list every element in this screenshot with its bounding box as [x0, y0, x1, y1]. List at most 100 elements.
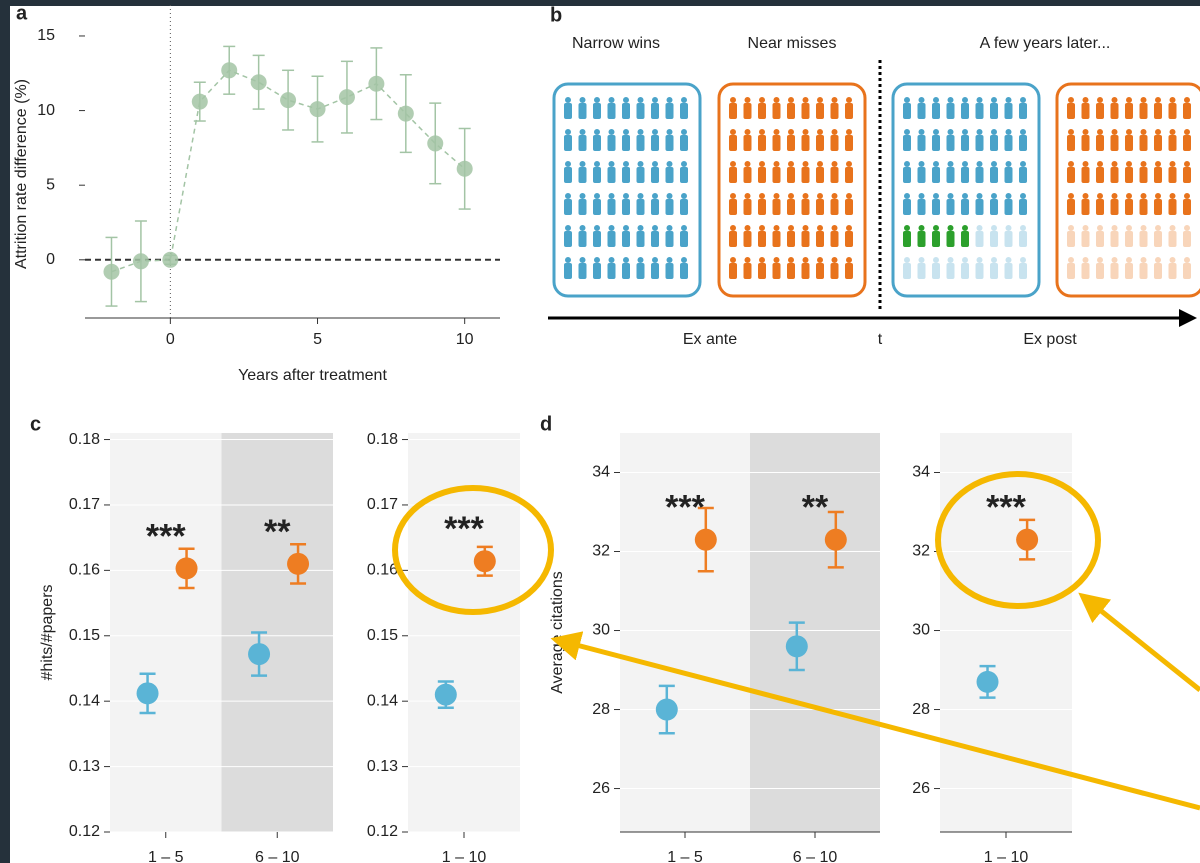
person-head: [745, 225, 751, 231]
person-head: [580, 193, 586, 199]
person-body: [579, 199, 587, 215]
person-head: [933, 161, 939, 167]
significance: ***: [665, 489, 705, 527]
person-body: [990, 199, 998, 215]
person-body: [651, 167, 659, 183]
person-head: [745, 193, 751, 199]
person-head: [977, 97, 983, 103]
person-body: [1154, 167, 1162, 183]
person-body: [1169, 263, 1177, 279]
person-body: [1082, 231, 1090, 247]
person-body: [816, 263, 824, 279]
person-head: [1184, 161, 1190, 167]
person-body: [608, 135, 616, 151]
person-head: [638, 129, 644, 135]
person-body: [903, 135, 911, 151]
person-body: [1005, 167, 1013, 183]
point: [695, 529, 717, 551]
person-body: [637, 167, 645, 183]
person-head: [977, 225, 983, 231]
person-body: [1125, 199, 1133, 215]
person-head: [594, 129, 600, 135]
person-head: [623, 161, 629, 167]
person-head: [681, 257, 687, 263]
person-body: [845, 199, 853, 215]
person-body: [976, 135, 984, 151]
person-body: [1019, 231, 1027, 247]
person-body: [1005, 231, 1013, 247]
person-head: [948, 161, 954, 167]
person-head: [933, 257, 939, 263]
person-head: [638, 257, 644, 263]
person-body: [947, 231, 955, 247]
person-head: [904, 161, 910, 167]
person-body: [1140, 135, 1148, 151]
point: [1016, 529, 1038, 551]
person-head: [1126, 257, 1132, 263]
person-body: [1125, 167, 1133, 183]
panel-label: a: [16, 2, 28, 24]
person-head: [565, 257, 571, 263]
person-body: [961, 199, 969, 215]
person-body: [1125, 135, 1133, 151]
person-head: [1141, 257, 1147, 263]
person-head: [652, 129, 658, 135]
axis-text: t: [878, 331, 883, 348]
person-body: [947, 167, 955, 183]
person-head: [788, 193, 794, 199]
person-head: [803, 161, 809, 167]
person-head: [1184, 129, 1190, 135]
person-head: [1170, 161, 1176, 167]
person-head: [832, 193, 838, 199]
person-head: [846, 257, 852, 263]
person-head: [759, 193, 765, 199]
group-title: Narrow wins: [572, 35, 660, 52]
person-body: [787, 103, 795, 119]
person-body: [1125, 231, 1133, 247]
person-head: [667, 193, 673, 199]
person-head: [609, 257, 615, 263]
person-body: [1140, 231, 1148, 247]
x-tick-label: 6 – 10: [793, 849, 838, 863]
y-tick-label: 0.15: [69, 627, 100, 644]
point: [786, 635, 808, 657]
person-head: [1126, 97, 1132, 103]
person-head: [977, 161, 983, 167]
person-head: [1141, 193, 1147, 199]
person-head: [1155, 129, 1161, 135]
person-body: [1019, 135, 1027, 151]
person-head: [759, 225, 765, 231]
person-head: [667, 161, 673, 167]
person-body: [593, 167, 601, 183]
person-head: [1155, 225, 1161, 231]
person-body: [976, 199, 984, 215]
person-body: [947, 103, 955, 119]
person-head: [933, 225, 939, 231]
person-head: [1141, 225, 1147, 231]
person-body: [816, 199, 824, 215]
person-head: [1155, 257, 1161, 263]
x-tick-label: 1 – 5: [148, 849, 184, 863]
person-head: [667, 97, 673, 103]
person-head: [919, 97, 925, 103]
person-head: [1068, 129, 1074, 135]
person-body: [1067, 135, 1075, 151]
y-tick-label: 5: [46, 176, 55, 193]
person-head: [803, 97, 809, 103]
person-head: [594, 257, 600, 263]
person-body: [831, 199, 839, 215]
y-tick-label: 10: [37, 102, 55, 119]
person-body: [802, 231, 810, 247]
person-head: [1126, 193, 1132, 199]
person-body: [961, 167, 969, 183]
person-body: [666, 103, 674, 119]
person-body: [932, 135, 940, 151]
person-head: [638, 97, 644, 103]
person-body: [758, 167, 766, 183]
person-body: [1111, 103, 1119, 119]
figure: b Narrow wins Near misses A few years la…: [0, 0, 1200, 863]
person-head: [1006, 257, 1012, 263]
person-body: [1154, 263, 1162, 279]
significance: **: [802, 489, 829, 527]
person-body: [651, 199, 659, 215]
